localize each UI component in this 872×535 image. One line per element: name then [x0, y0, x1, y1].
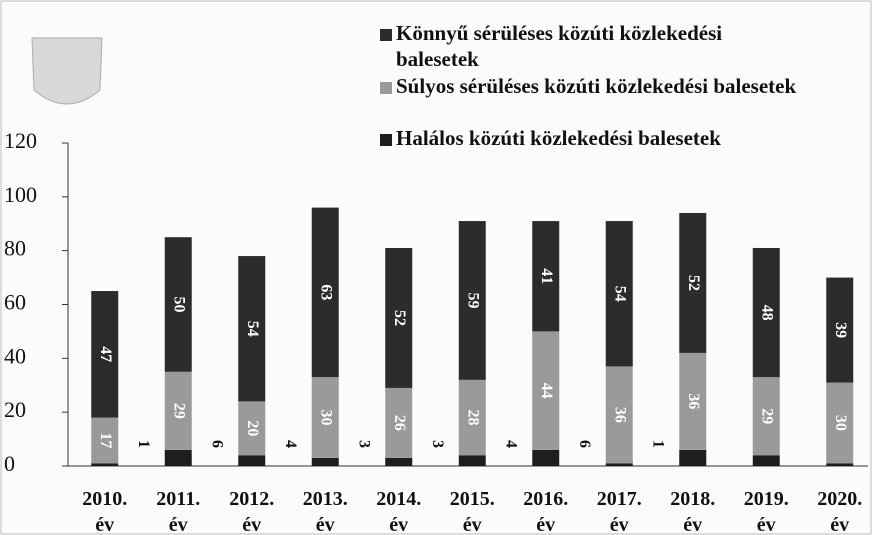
- bar-segment: [91, 291, 119, 418]
- bar-segment: [238, 401, 266, 456]
- data-label: 52: [685, 275, 702, 291]
- data-label: 4: [503, 440, 520, 448]
- bar-segment: [826, 382, 854, 464]
- data-label: 6: [576, 440, 593, 448]
- y-tick-label: 100: [4, 182, 37, 207]
- data-label: 30: [832, 415, 849, 431]
- bar-segment: [385, 387, 413, 458]
- bar-segment: [532, 331, 560, 450]
- x-tick-label: 2013. év: [303, 488, 348, 535]
- data-label: 4: [282, 440, 299, 448]
- legend-swatch: [380, 82, 392, 94]
- bar-segment: [458, 379, 486, 456]
- bar-segment: [532, 221, 560, 332]
- y-tick-label: 120: [4, 128, 37, 153]
- data-label: 52: [391, 310, 408, 326]
- logo: [31, 37, 103, 105]
- data-label: 54: [612, 286, 629, 302]
- bar-segment: [826, 277, 854, 383]
- legend-label: Súlyos sérüléses közúti közlekedési bale…: [396, 74, 796, 98]
- bar-segment: [605, 221, 633, 367]
- y-tick-label: 80: [4, 236, 26, 261]
- data-label: 44: [538, 383, 555, 399]
- x-tick-label: 2015. év: [450, 488, 495, 535]
- data-label: 20: [244, 420, 261, 436]
- bar-segment: [605, 366, 633, 464]
- data-label: 26: [391, 415, 408, 431]
- legend-label: Könnyű sérüléses közúti közlekedési bales…: [396, 21, 722, 71]
- bar-segment: [164, 449, 192, 466]
- data-label: 50: [171, 297, 188, 313]
- x-tick-label: 2012. év: [229, 488, 274, 535]
- x-tick-label: 2018. év: [670, 488, 715, 535]
- data-label: 6: [209, 440, 226, 448]
- x-tick-label: 2010. év: [82, 488, 127, 535]
- bar-segment: [164, 371, 192, 450]
- data-label: 3: [356, 440, 373, 448]
- data-label: 17: [97, 432, 114, 448]
- data-label: 3: [429, 440, 446, 448]
- data-label: 29: [171, 403, 188, 419]
- bar-segment: [91, 417, 119, 464]
- data-label: 36: [685, 393, 702, 409]
- bar-segment: [532, 449, 560, 466]
- bar-segment: [752, 455, 780, 466]
- legend-swatch: [380, 29, 392, 41]
- bar-segment: [238, 256, 266, 402]
- bar-segment: [679, 352, 707, 450]
- bar-segment: [826, 463, 854, 466]
- data-label: 36: [612, 407, 629, 423]
- data-label: 29: [759, 408, 776, 424]
- bar-segment: [752, 377, 780, 456]
- data-label: 59: [465, 292, 482, 308]
- bar-segment: [605, 463, 633, 466]
- bar-segment: [458, 221, 486, 380]
- y-tick-label: 20: [4, 397, 26, 422]
- bar-segment: [238, 455, 266, 466]
- bar-segment: [385, 457, 413, 466]
- data-label: 48: [759, 305, 776, 321]
- x-tick-label: 2019. év: [744, 488, 789, 535]
- bar-segment: [679, 212, 707, 353]
- x-tick-label: 2020. év: [817, 488, 862, 535]
- y-tick-label: 0: [4, 451, 15, 476]
- y-tick-label: 40: [4, 343, 26, 368]
- data-label: 47: [97, 346, 114, 362]
- data-label: 41: [538, 268, 555, 284]
- data-label: 28: [465, 410, 482, 426]
- data-label: 39: [832, 322, 849, 338]
- bar-segment: [91, 463, 119, 466]
- legend-label: Halálos közúti közlekedési balesetek: [396, 126, 721, 150]
- bar-segment: [458, 455, 486, 466]
- x-tick-label: 2011. év: [156, 488, 200, 535]
- data-label: 1: [650, 440, 667, 448]
- x-tick-label: 2014. év: [376, 488, 421, 535]
- bar-segment: [679, 449, 707, 466]
- bar-segment: [311, 377, 339, 458]
- bar-segment: [311, 207, 339, 378]
- bar-segment: [385, 247, 413, 388]
- bar-segment: [752, 247, 780, 378]
- x-tick-label: 2016. év: [523, 488, 568, 535]
- data-label: 63: [318, 284, 335, 300]
- x-tick-label: 2017. év: [597, 488, 642, 535]
- y-tick-label: 60: [4, 290, 26, 315]
- legend-swatch: [380, 134, 392, 146]
- bar-segment: [164, 237, 192, 372]
- data-label: 1: [135, 440, 152, 448]
- data-label: 30: [318, 410, 335, 426]
- data-label: 54: [244, 321, 261, 337]
- bar-segment: [311, 457, 339, 466]
